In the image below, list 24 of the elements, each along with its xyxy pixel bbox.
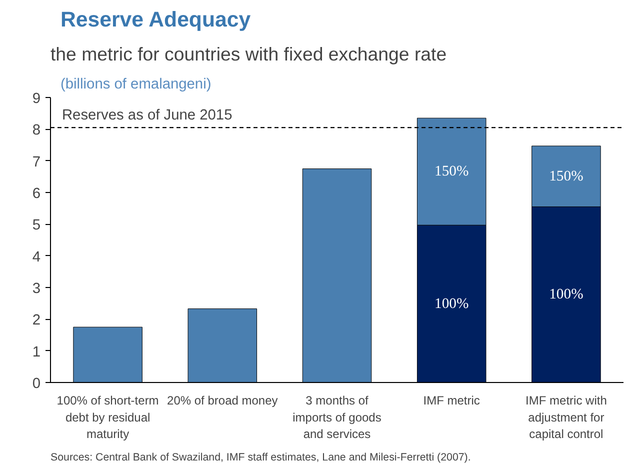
x-tick-label: 3 months of imports of goods and services [292, 394, 382, 442]
ref-line-label: Reserves as of June 2015 [62, 108, 232, 124]
text: 150% [549, 168, 584, 184]
y-tick-label: 5 [32, 218, 41, 234]
x-tick-label: IMF metric with adjustment for capital control [526, 394, 607, 442]
y-tick-label: 6 [32, 186, 41, 202]
x-tick-label: 100% of short-term debt by residual maturity [56, 394, 159, 442]
x-tick-label: 20% of broad money [167, 394, 278, 408]
chart-subtitle: (billions of emalangeni) [60, 76, 212, 92]
x-tick-label: IMF metric [423, 394, 480, 408]
y-tick-label: 3 [32, 281, 41, 297]
y-tick-label: 0 [32, 376, 41, 392]
text: 100% [549, 286, 584, 303]
series-label: 100% [434, 296, 469, 312]
y-tick-label: 9 [32, 91, 41, 107]
y-tick-label: 8 [32, 122, 41, 139]
y-tick-label: 4 [32, 249, 41, 266]
y-tick-label: 2 [32, 312, 41, 329]
text: the metric for countries with fixed exchange rate [50, 44, 447, 64]
y-tick-label: 7 [32, 154, 41, 170]
y-tick-label: 1 [32, 344, 41, 360]
series-label: 150% [434, 164, 469, 180]
source-note: Sources: Central Bank of Swaziland, IMF staff estimates, Lane and Milesi-Ferretti (2007). [50, 452, 471, 464]
chart-title: Reserve Adequacy [60, 8, 251, 32]
